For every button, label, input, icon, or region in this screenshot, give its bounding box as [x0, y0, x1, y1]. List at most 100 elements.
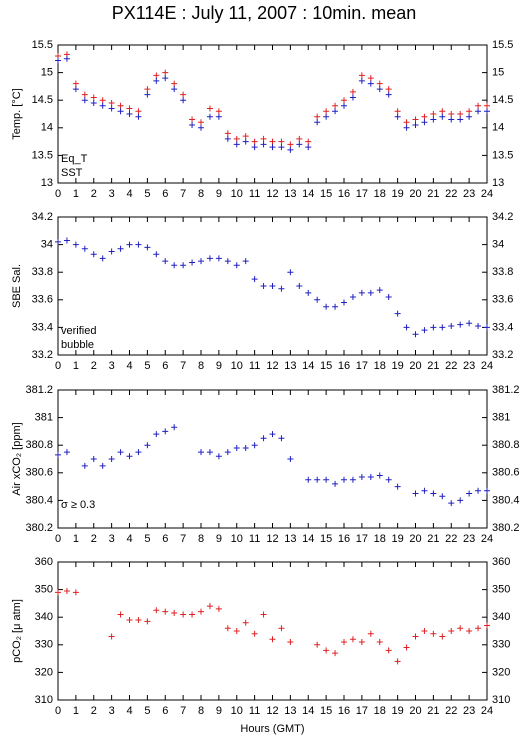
data-point — [430, 116, 437, 123]
data-point — [287, 146, 294, 153]
data-point — [144, 86, 151, 93]
x-tick-label: 13 — [284, 188, 296, 200]
data-point — [287, 269, 294, 276]
data-point — [198, 124, 204, 131]
data-point — [108, 99, 115, 106]
x-tick-label: 16 — [338, 360, 350, 372]
x-tick-label: 17 — [356, 188, 368, 200]
data-point — [153, 72, 160, 79]
x-tick-label: 18 — [374, 188, 386, 200]
data-point — [189, 611, 196, 618]
data-point — [162, 428, 169, 435]
plot-frame — [57, 389, 488, 529]
data-point — [189, 122, 196, 129]
x-tick-label: 15 — [320, 705, 332, 717]
data-point — [385, 294, 392, 301]
data-point — [430, 490, 437, 497]
data-point — [90, 99, 97, 106]
y-tick-label: 381.2 — [25, 384, 53, 396]
data-point — [126, 111, 133, 117]
x-tick-label: 20 — [409, 705, 421, 717]
data-point — [367, 473, 374, 480]
data-point — [99, 255, 106, 262]
data-point — [439, 108, 446, 115]
data-point — [323, 113, 330, 120]
data-point — [448, 116, 455, 123]
y-tick-label: 381 — [35, 412, 53, 424]
y-tick-label-right: 381 — [492, 412, 510, 424]
data-point — [126, 616, 133, 623]
data-point — [412, 116, 419, 123]
data-point — [224, 130, 231, 137]
x-tick-label: 14 — [302, 188, 314, 200]
data-point — [72, 86, 79, 93]
data-point — [251, 276, 258, 283]
x-tick-label: 13 — [284, 705, 296, 717]
y-tick-label-right: 15 — [492, 67, 504, 79]
data-point — [135, 108, 142, 115]
x-tick-label: 9 — [216, 533, 222, 545]
data-point — [117, 611, 124, 618]
y-tick-label-right: 13 — [492, 177, 504, 189]
data-point — [466, 320, 473, 327]
x-tick-label: 19 — [392, 705, 404, 717]
data-point — [341, 97, 347, 104]
data-point — [162, 69, 169, 76]
data-point — [233, 444, 240, 451]
data-point — [475, 108, 482, 115]
data-point — [439, 633, 446, 640]
data-point — [99, 462, 106, 469]
data-point — [251, 442, 258, 449]
data-point — [233, 135, 240, 142]
data-point — [260, 141, 267, 148]
x-tick-label: 5 — [144, 705, 150, 717]
y-tick-label-right: 360 — [492, 556, 510, 568]
y-axis-label: Temp. [°C] — [11, 88, 23, 139]
data-point — [215, 453, 222, 460]
x-tick-label: 22 — [445, 705, 457, 717]
data-point — [278, 435, 285, 442]
x-tick-label: 7 — [180, 533, 186, 545]
data-point — [55, 238, 61, 245]
x-tick-label: 21 — [427, 188, 439, 200]
x-tick-label: 16 — [338, 533, 350, 545]
data-point — [251, 138, 258, 145]
data-point — [117, 108, 124, 115]
data-point — [81, 462, 88, 469]
x-tick-label: 1 — [73, 533, 79, 545]
x-tick-label: 22 — [445, 360, 457, 372]
data-point — [99, 102, 106, 109]
data-point — [242, 444, 249, 451]
data-point — [162, 258, 169, 265]
data-point — [466, 113, 473, 120]
data-point — [135, 449, 142, 456]
data-point — [206, 113, 213, 120]
x-tick-label: 23 — [463, 188, 475, 200]
data-point — [439, 493, 446, 500]
x-tick-label: 0 — [55, 188, 61, 200]
data-point — [90, 456, 97, 462]
y-tick-label-right: 340 — [492, 611, 510, 623]
y-tick-label: 13 — [41, 177, 53, 189]
x-tick-label: 12 — [266, 533, 278, 545]
data-point — [484, 108, 490, 115]
data-point — [332, 650, 339, 657]
data-point — [457, 497, 464, 504]
x-tick-label: 22 — [445, 188, 457, 200]
x-tick-label: 15 — [320, 188, 332, 200]
data-point — [323, 476, 330, 483]
x-tick-label: 8 — [198, 360, 204, 372]
y-tick-label-right: 33.6 — [492, 294, 513, 306]
x-tick-label: 2 — [91, 533, 97, 545]
data-point — [189, 259, 196, 266]
data-point — [412, 331, 419, 338]
data-point — [180, 97, 187, 104]
x-tick-label: 19 — [392, 533, 404, 545]
data-point — [180, 611, 187, 618]
data-point — [260, 435, 267, 442]
data-point — [269, 144, 276, 151]
x-tick-label: 6 — [162, 360, 168, 372]
x-tick-label: 15 — [320, 533, 332, 545]
data-point — [466, 628, 473, 634]
data-point — [63, 55, 70, 62]
